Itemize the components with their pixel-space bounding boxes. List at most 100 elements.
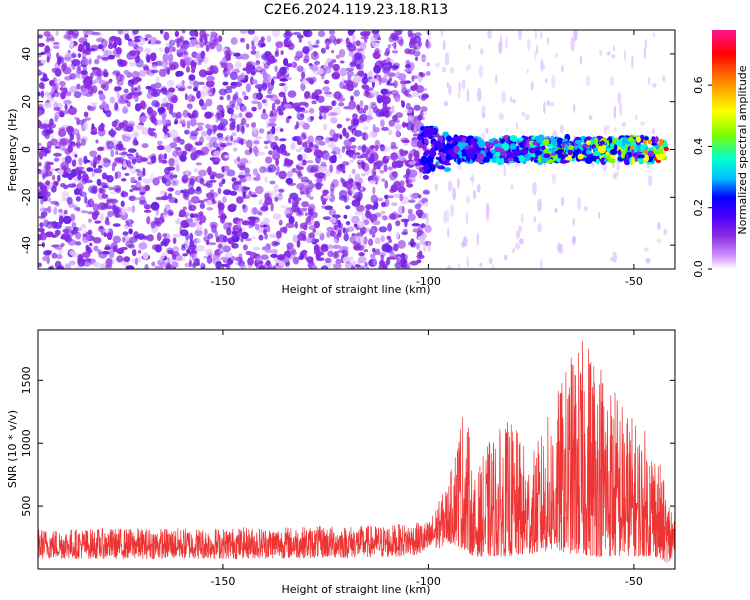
heatmap-blob (311, 92, 317, 100)
heatmap-blob (116, 255, 124, 263)
heatmap-blob (278, 91, 286, 98)
heatmap-blob (310, 219, 315, 224)
heatmap-blob (533, 159, 538, 163)
heatmap-blob (108, 54, 115, 60)
heatmap-blob (431, 128, 439, 132)
heatmap-blob (382, 109, 392, 118)
heatmap-blob (176, 49, 185, 53)
heatmap-blob (488, 257, 493, 265)
heatmap-blob (614, 127, 617, 133)
heatmap-blob (240, 72, 246, 81)
heatmap-blob (237, 180, 242, 186)
heatmap-blob (343, 233, 349, 242)
heatmap-blob (96, 68, 102, 77)
heatmap-blob (77, 53, 82, 58)
heatmap-blob (536, 198, 542, 212)
heatmap-blob (252, 35, 259, 42)
heatmap-blob (51, 67, 59, 73)
heatmap-blob (241, 91, 247, 96)
heatmap-blob (74, 167, 80, 175)
heatmap-blob (74, 154, 78, 158)
snr-y-axis-label: SNR (10 * v/v) (6, 410, 19, 488)
heatmap-blob (303, 30, 309, 37)
heatmap-blob (116, 58, 124, 65)
heatmap-blob (251, 79, 258, 85)
heatmap-blob (224, 88, 233, 94)
heatmap-blob (313, 220, 320, 229)
heatmap-blob (341, 146, 345, 154)
heatmap-blob (301, 109, 310, 114)
heatmap-blob (577, 153, 584, 160)
heatmap-blob (146, 54, 151, 63)
heatmap-blob (651, 136, 656, 144)
heatmap-blob (127, 148, 137, 153)
heatmap-blob (297, 210, 303, 215)
heatmap-blob (146, 234, 155, 242)
heatmap-blob (233, 95, 238, 99)
heatmap-blob (200, 262, 205, 267)
spectrogram-ticks: -150 -100 -50 -40 -20 0 20 40 (20, 30, 675, 288)
heatmap-blob (190, 130, 199, 137)
heatmap-blob (283, 84, 288, 93)
heatmap-blob (245, 112, 253, 119)
heatmap-blob (116, 91, 120, 100)
spectrogram-y-axis-label: Frequency (Hz) (6, 109, 19, 192)
heatmap-blob (554, 145, 558, 150)
heatmap-blob (265, 95, 274, 98)
heatmap-blob (123, 256, 131, 263)
heatmap-blob (427, 132, 432, 139)
heatmap-blob (38, 234, 43, 241)
heatmap-blob (472, 142, 478, 146)
heatmap-blob (466, 148, 470, 156)
heatmap-blob (64, 155, 72, 164)
heatmap-blob (89, 242, 93, 247)
heatmap-blob (446, 265, 452, 269)
heatmap-blob (210, 31, 217, 36)
heatmap-blob (163, 153, 167, 160)
heatmap-blob (216, 43, 223, 53)
heatmap-blob (298, 255, 304, 261)
heatmap-blob (129, 61, 137, 67)
heatmap-blob (539, 198, 542, 212)
heatmap-blob (599, 50, 603, 56)
heatmap-blob (397, 240, 406, 249)
heatmap-blob (38, 42, 45, 47)
heatmap-blob (265, 260, 271, 267)
heatmap-blob (153, 88, 162, 95)
heatmap-blob (42, 255, 49, 262)
heatmap-blob (476, 232, 480, 246)
heatmap-blob (359, 100, 364, 107)
heatmap-blob (370, 194, 378, 204)
heatmap-blob (208, 179, 217, 183)
heatmap-blob (647, 175, 653, 187)
heatmap-blob (538, 155, 542, 163)
heatmap-blob (331, 151, 337, 154)
heatmap-blob (116, 248, 125, 255)
heatmap-blob (69, 40, 74, 49)
heatmap-blob (203, 228, 208, 237)
heatmap-blob (40, 71, 46, 76)
heatmap-blob (502, 142, 510, 151)
heatmap-blob (278, 138, 287, 142)
heatmap-blob (67, 173, 73, 181)
heatmap-blob (146, 106, 154, 115)
heatmap-blob (361, 76, 368, 85)
heatmap-blob (184, 218, 194, 223)
heatmap-blob (40, 212, 44, 217)
heatmap-blob (372, 186, 376, 195)
heatmap-blob (91, 123, 95, 130)
heatmap-blob (157, 106, 166, 114)
heatmap-blob (174, 190, 182, 196)
heatmap-blob (422, 127, 428, 135)
heatmap-blob (373, 64, 381, 74)
heatmap-blob (238, 112, 243, 118)
y-tick-label: 0 (20, 146, 33, 153)
heatmap-blob (517, 30, 522, 41)
heatmap-blob (150, 173, 154, 183)
heatmap-blob (196, 186, 201, 192)
heatmap-blob (257, 101, 263, 110)
heatmap-blob (112, 223, 121, 227)
heatmap-blob (360, 36, 369, 40)
heatmap-blob (203, 92, 212, 96)
heatmap-blob (386, 235, 392, 240)
